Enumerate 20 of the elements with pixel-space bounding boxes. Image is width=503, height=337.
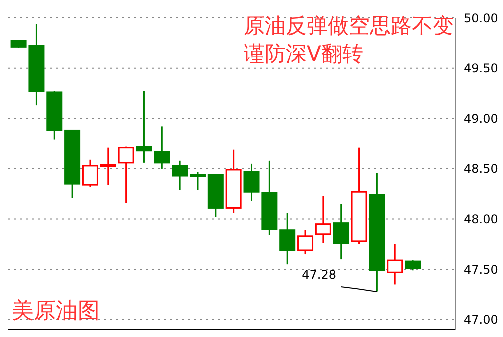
y-tick-label: 47.50	[464, 262, 498, 277]
y-tick-label: 49.50	[464, 62, 498, 76]
candlestick	[280, 212, 296, 266]
candlestick	[333, 203, 350, 260]
text: 谨防深V翻转	[244, 41, 364, 68]
y-tick-label: 48.50	[464, 162, 498, 176]
annotation: 美原油图	[12, 298, 100, 326]
candlestick	[226, 149, 242, 214]
annotation: 47.28	[302, 268, 336, 282]
candlestick	[100, 147, 116, 186]
y-tick-label: 48.00	[464, 212, 498, 227]
candlestick	[369, 172, 386, 293]
y-tick-label: 47.00	[464, 313, 498, 328]
chart-title: 原油反弹做空思路不变	[244, 13, 454, 40]
candlestick	[315, 195, 332, 244]
candlestick	[136, 90, 152, 164]
y-tick-label: 49.00	[464, 112, 498, 126]
y-tick-label: 50.00	[464, 11, 498, 26]
candlestick	[154, 126, 170, 170]
candlestick	[387, 244, 404, 286]
